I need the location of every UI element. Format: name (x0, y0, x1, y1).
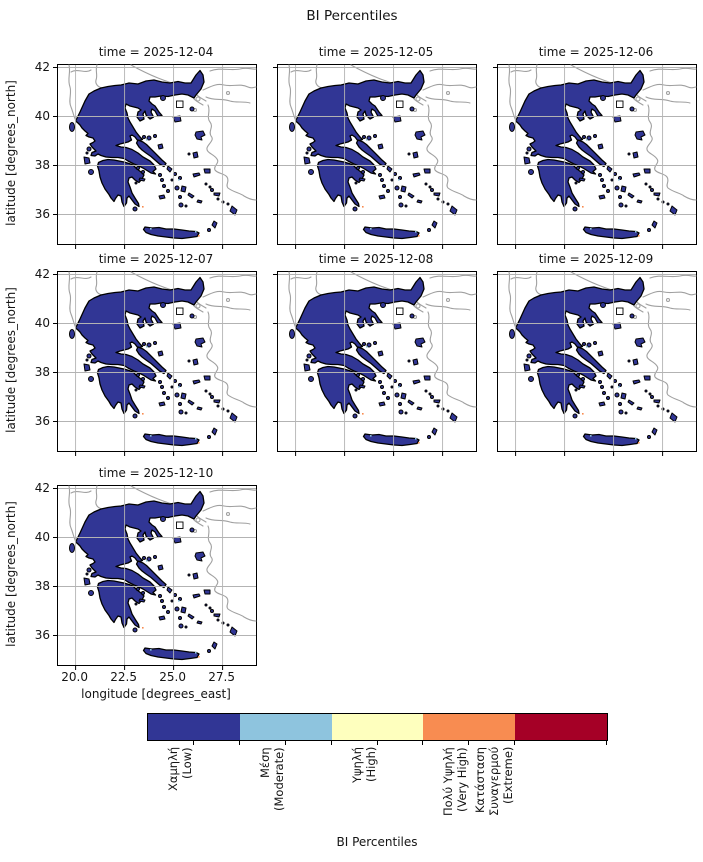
y-tick-label: 38 (34, 157, 50, 172)
panel-title: time = 2025-12-05 (318, 45, 434, 59)
colorbar-tick (376, 741, 378, 745)
colorbar-tick (330, 741, 332, 745)
colorbar-tick (468, 741, 470, 745)
colorbar-label-line: (Very High) (455, 747, 469, 812)
colorbar-tick (606, 741, 607, 745)
map-axes (52, 271, 257, 457)
y-axis-label: latitude [degrees_north] (4, 501, 18, 647)
x-tick-label: 22.5 (110, 670, 137, 684)
colorbar-segment-moderate (239, 714, 332, 740)
y-tick-label: 40 (34, 529, 50, 544)
panel-title: time = 2025-12-08 (318, 252, 434, 266)
y-tick-label: 38 (34, 364, 50, 379)
greece-map-svg (272, 64, 477, 250)
map-axes (52, 64, 257, 250)
panel-title: time = 2025-12-07 (98, 252, 214, 266)
colorbar-label-line: Πολύ Υψηλή (441, 747, 455, 816)
map-axes (272, 271, 477, 457)
map-axes (272, 64, 477, 250)
map-panel: time = 2025-12-04 42 40 38 36 latitude [degre… (4, 45, 257, 250)
greece-map-svg (52, 485, 257, 671)
colorbar-label-line: Κατάσταση (473, 747, 487, 813)
colorbar-label-line: Υψηλή (350, 747, 364, 783)
colorbar-axis-label: BI Percentiles (336, 835, 418, 849)
greece-map-svg (52, 64, 257, 250)
y-tick-label: 38 (34, 578, 50, 593)
x-tick-label: 20.0 (61, 670, 88, 684)
colorbar-category-label-extreme: Κατάσταση Συναγερμού (Extreme) (473, 747, 515, 853)
panel-title: time = 2025-12-09 (538, 252, 654, 266)
colorbar-category-label-high: Υψηλή (High) (350, 747, 378, 853)
greece-map-svg (492, 271, 697, 457)
map-panel: time = 2025-12-09 (492, 252, 697, 457)
colorbar-label-line: (Extreme) (501, 747, 515, 805)
x-axis-label: longitude [degrees_east] (81, 687, 231, 701)
greece-map-svg (492, 64, 697, 250)
colorbar-tick (238, 741, 240, 745)
map-panel: time = 2025-12-08 (272, 252, 477, 457)
map-axes (492, 64, 697, 250)
colorbar-tick (422, 741, 424, 745)
greece-map-svg (272, 271, 477, 457)
colorbar-tick (514, 741, 516, 745)
y-tick-label: 42 (34, 480, 50, 495)
colorbar-tick (284, 741, 286, 745)
y-tick-label: 36 (34, 206, 50, 221)
colorbar-label-line: (High) (364, 747, 378, 783)
colorbar-label-line: (Low) (180, 747, 194, 779)
colorbar-label-line: Μέση (258, 747, 272, 778)
colorbar (147, 713, 608, 741)
y-tick-label: 36 (34, 413, 50, 428)
colorbar-category-label-low: Χαμηλή (Low) (166, 747, 194, 853)
y-axis-label: latitude [degrees_north] (4, 287, 18, 433)
y-tick-label: 42 (34, 266, 50, 281)
y-tick-label: 42 (34, 59, 50, 74)
map-panel: time = 2025-12-07 42 40 38 36 latitude [degre… (4, 252, 257, 457)
colorbar-label-line: Συναγερμού (487, 747, 501, 817)
colorbar-category-label-moderate: Μέση (Moderate) (258, 747, 286, 853)
x-tick-label: 27.5 (208, 670, 235, 684)
map-axes (492, 271, 697, 457)
map-panel: time = 2025-12-10 42 40 38 36 latitude [degre… (4, 466, 257, 701)
colorbar-segment-low (148, 714, 240, 740)
colorbar-segment-high (331, 714, 424, 740)
map-panel: time = 2025-12-06 (492, 45, 697, 250)
colorbar-label-line: Χαμηλή (166, 747, 180, 792)
colorbar-segment-extreme (515, 714, 607, 740)
y-axis-label: latitude [degrees_north] (4, 80, 18, 226)
x-tick-label: 25.0 (159, 670, 186, 684)
y-tick-label: 36 (34, 627, 50, 642)
panel-title: time = 2025-12-06 (538, 45, 654, 59)
y-tick-label: 40 (34, 108, 50, 123)
map-panel: time = 2025-12-05 (272, 45, 477, 250)
figure-title: BI Percentiles (306, 8, 398, 24)
panel-title: time = 2025-12-04 (98, 45, 214, 59)
colorbar-tick (193, 741, 194, 745)
y-tick-label: 40 (34, 315, 50, 330)
map-axes (52, 485, 257, 671)
colorbar-segment-very-high (423, 714, 516, 740)
panel-title: time = 2025-12-10 (98, 466, 214, 480)
colorbar-label-line: (Moderate) (272, 747, 286, 811)
colorbar-category-label-very-high: Πολύ Υψηλή (Very High) (441, 747, 469, 853)
greece-map-svg (52, 271, 257, 457)
